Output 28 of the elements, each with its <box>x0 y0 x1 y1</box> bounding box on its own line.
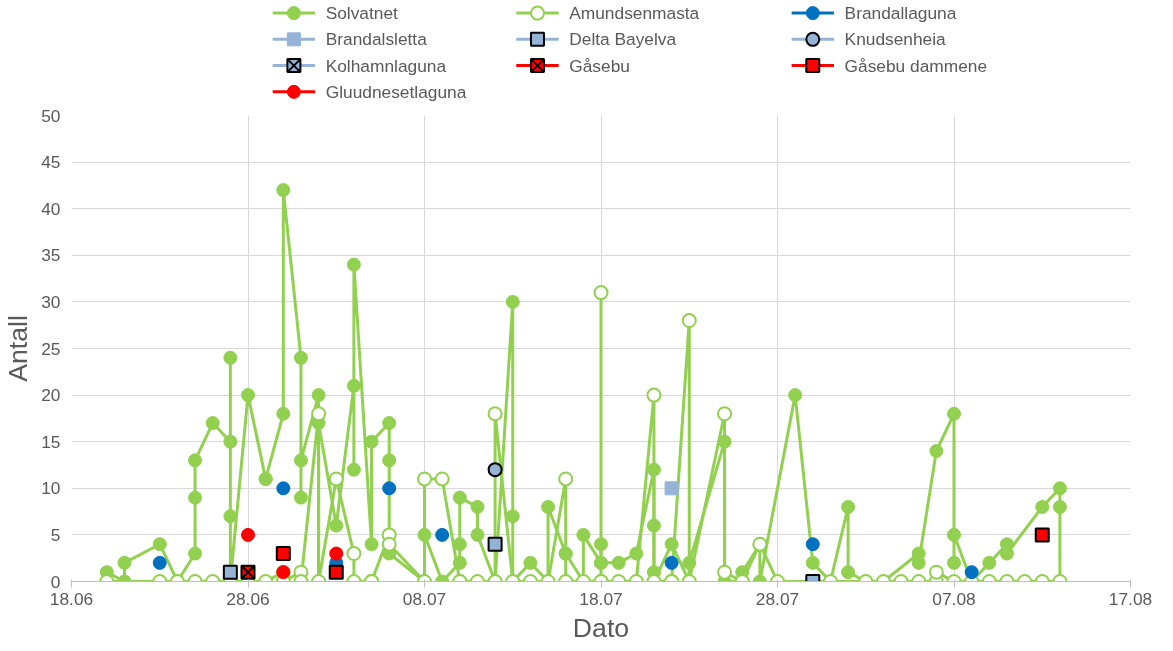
x-tick-label: 08.07 <box>402 588 447 609</box>
legend-label: Gåsebu dammene <box>844 55 988 76</box>
y-tick-label: 25 <box>41 338 61 359</box>
legend-label: Gåsebu <box>569 55 630 76</box>
y-axis-title: Antall <box>3 315 34 382</box>
y-tick-label: 50 <box>41 105 61 126</box>
y-tick-label: 30 <box>41 291 61 312</box>
y-tick-label: 20 <box>41 385 61 406</box>
y-tick-label: 40 <box>41 198 61 219</box>
x-tick-label: 07.08 <box>932 588 976 609</box>
legend-label: Gluudnesetlaguna <box>325 81 467 102</box>
x-tick-label: 17.08 <box>1108 588 1153 609</box>
legend-label: Amundsenmasta <box>569 3 700 24</box>
y-tick-label: 35 <box>41 245 61 266</box>
legend-label: Solvatnet <box>325 3 399 24</box>
legend-label: Brandalsletta <box>325 29 428 50</box>
legend-label: Delta Bayelva <box>569 29 677 50</box>
x-tick-label: 18.07 <box>579 588 623 609</box>
x-axis-title: Dato <box>572 612 630 643</box>
legend-label: Kolhamnlaguna <box>325 55 447 76</box>
y-tick-label: 45 <box>41 152 61 173</box>
x-tick-label: 28.06 <box>226 588 270 609</box>
legend-label: Knudsenheia <box>844 29 947 50</box>
y-tick-label: 15 <box>41 431 61 452</box>
y-tick-label: 5 <box>50 524 61 545</box>
legend-label: Brandallaguna <box>844 3 957 24</box>
x-tick-label: 28.07 <box>755 588 800 609</box>
y-tick-label: 10 <box>41 478 61 499</box>
